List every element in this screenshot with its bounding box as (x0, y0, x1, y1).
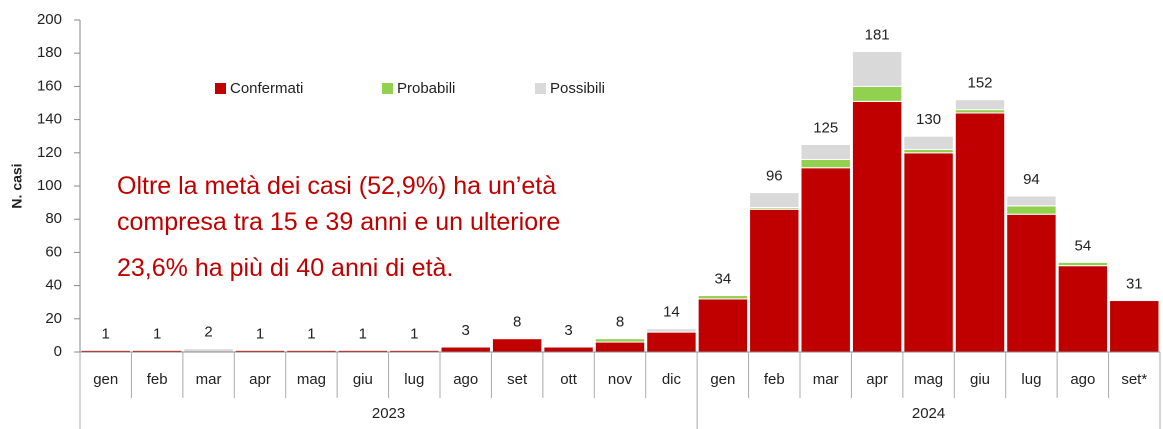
bar-segment (851, 51, 903, 87)
legend-label: Possibili (550, 80, 605, 97)
bar-segment (1006, 213, 1057, 353)
total-label: 3 (564, 322, 572, 339)
bar-segment (749, 192, 800, 209)
total-label: 1 (102, 325, 110, 342)
annotation: compresa tra 15 e 39 anni e un ulteriore (117, 208, 560, 236)
total-label: 1 (410, 325, 418, 342)
y-tick-label: 140 (37, 111, 62, 128)
x-tick-label: dic (662, 371, 682, 388)
bar-segment (851, 100, 903, 353)
total-label: 34 (715, 271, 732, 288)
bar-segment (543, 346, 594, 353)
x-tick-label: nov (608, 371, 633, 388)
bar-segment (646, 328, 697, 333)
y-tick-label: 180 (37, 44, 62, 61)
y-tick-label: 80 (45, 210, 62, 227)
total-label: 2 (204, 324, 212, 341)
y-tick-label: 120 (37, 144, 62, 161)
y-axis-label: N. casi (9, 163, 25, 208)
total-label: 8 (616, 314, 624, 331)
annotation: 23,6% ha più di 40 anni di età. (117, 254, 453, 282)
annotation: Oltre la metà dei casi (52,9%) ha un’età (117, 172, 556, 200)
x-tick-label: ago (453, 371, 478, 388)
bar-segment (749, 208, 800, 353)
x-tick-label: gen (93, 371, 118, 388)
total-label: 152 (967, 75, 992, 92)
group-label: 2024 (912, 405, 945, 422)
total-label: 54 (1075, 237, 1092, 254)
y-tick-label: 160 (37, 77, 62, 94)
x-tick-label: lug (404, 371, 424, 388)
group-label: 2023 (372, 405, 405, 422)
x-tick-label: ott (560, 371, 578, 388)
bar-segment (594, 338, 646, 343)
x-tick-label: mag (297, 371, 326, 388)
bar-segment (800, 158, 851, 169)
x-tick-label: feb (764, 371, 785, 388)
legend-label: Probabili (397, 80, 455, 97)
total-label: 8 (513, 314, 521, 331)
y-tick-label: 200 (37, 11, 62, 28)
bar-segment (903, 135, 954, 150)
total-label: 125 (813, 119, 838, 136)
total-label: 94 (1023, 171, 1040, 188)
y-tick-label: 40 (45, 277, 62, 294)
x-tick-label: lug (1021, 371, 1041, 388)
bar-segment (1057, 261, 1109, 267)
y-tick-label: 60 (45, 243, 62, 260)
total-label: 14 (663, 304, 680, 321)
total-label: 130 (916, 111, 941, 128)
legend-swatch (535, 83, 546, 94)
x-tick-label: feb (147, 371, 168, 388)
x-tick-label: gen (710, 371, 735, 388)
bar-segment (594, 341, 646, 353)
bar-segment (851, 85, 903, 102)
total-label: 1 (307, 325, 315, 342)
x-tick-label: ago (1070, 371, 1095, 388)
bar-segment (1006, 195, 1057, 207)
bar-segment (1006, 205, 1057, 215)
bar-segment (491, 338, 543, 353)
bar-segment (1109, 300, 1160, 353)
bar-segment (800, 144, 851, 160)
total-label: 1 (359, 325, 367, 342)
bar-segment (697, 298, 749, 353)
x-tick-label: set* (1121, 371, 1147, 388)
x-tick-label: set (507, 371, 528, 388)
total-label: 181 (865, 27, 890, 44)
legend-swatch (382, 83, 393, 94)
x-tick-label: mar (196, 371, 222, 388)
bar-segment (646, 331, 697, 353)
bar-segment (697, 295, 749, 300)
bar-segment (954, 99, 1006, 111)
legend-label: Confermati (230, 80, 303, 97)
x-tick-label: giu (970, 371, 990, 388)
total-label: 31 (1126, 276, 1143, 293)
x-tick-label: mar (813, 371, 839, 388)
total-label: 3 (462, 322, 470, 339)
legend-swatch (215, 83, 226, 94)
bar-segment (954, 112, 1006, 353)
x-tick-label: apr (249, 371, 271, 388)
bar-segment (440, 346, 491, 353)
y-tick-label: 100 (37, 177, 62, 194)
x-tick-label: mag (914, 371, 943, 388)
total-label: 1 (153, 325, 161, 342)
total-label: 96 (766, 168, 783, 185)
y-tick-label: 20 (45, 310, 62, 327)
total-label: 1 (256, 325, 264, 342)
bar-segment (1057, 265, 1109, 353)
bar-segment (800, 167, 851, 353)
bar-segment (903, 152, 954, 353)
y-tick-label: 0 (54, 343, 62, 360)
x-tick-label: apr (866, 371, 888, 388)
x-tick-label: giu (353, 371, 373, 388)
